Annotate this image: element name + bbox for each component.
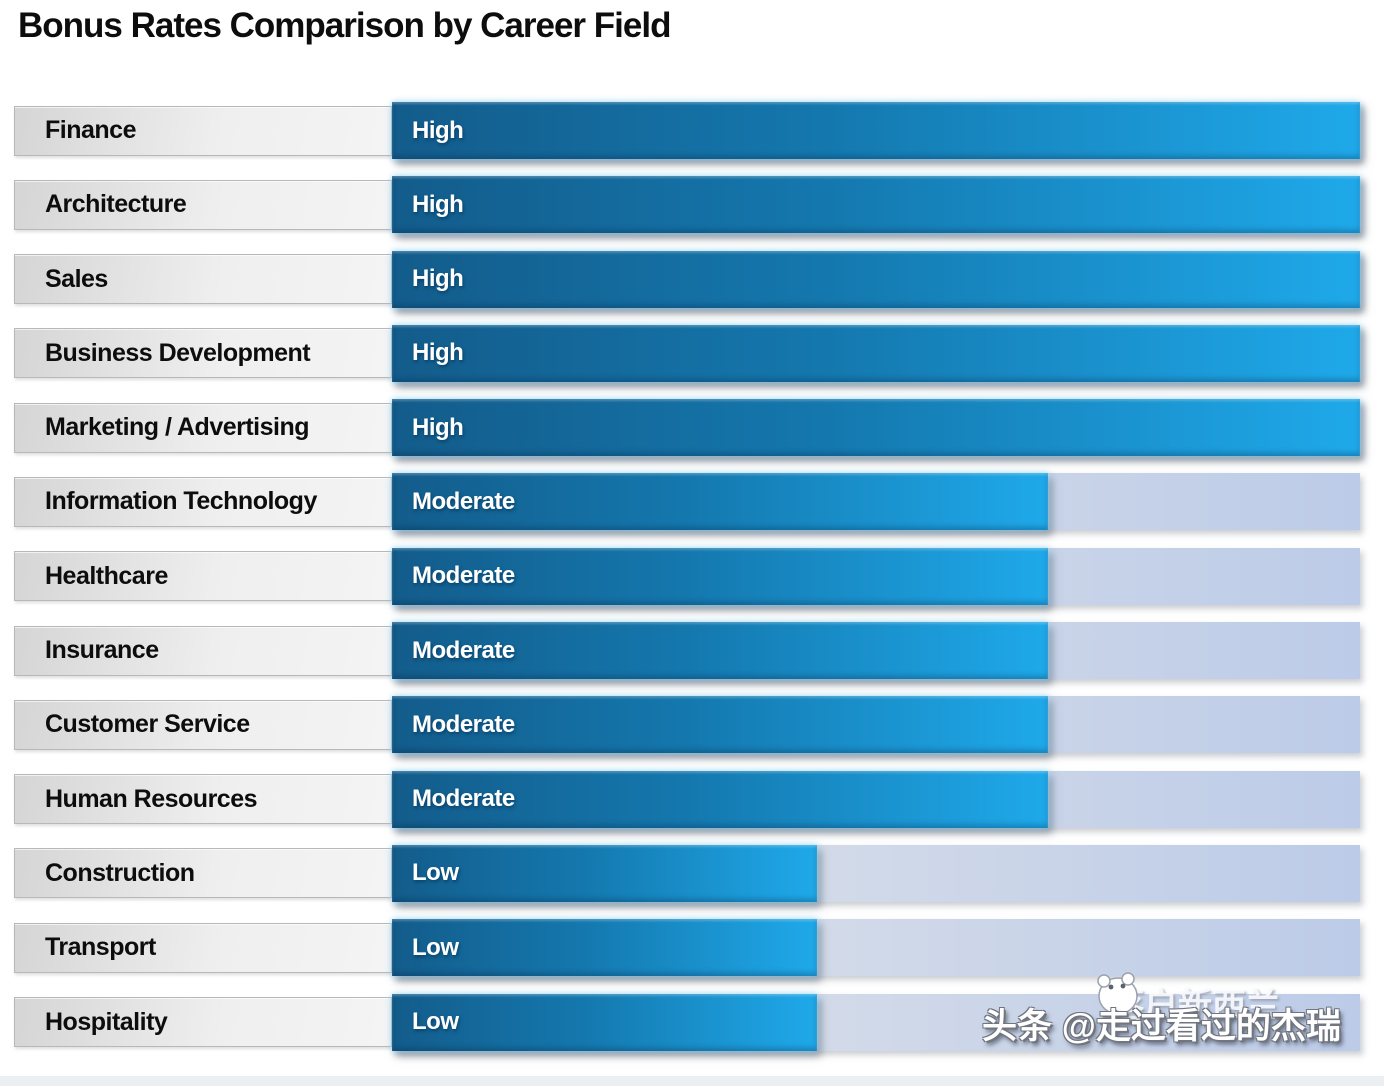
chart-row: Information Technology Moderate bbox=[14, 473, 1360, 531]
bar-track: Moderate bbox=[392, 547, 1360, 605]
bar-fill: High bbox=[392, 250, 1360, 308]
page-title: Bonus Rates Comparison by Career Field bbox=[18, 6, 671, 45]
bar-fill: High bbox=[392, 399, 1360, 457]
chart-row: Healthcare Moderate bbox=[14, 547, 1360, 605]
bar-chart: Finance High Architecture High Sales Hig… bbox=[14, 102, 1360, 1068]
bar-fill: Low bbox=[392, 993, 817, 1051]
category-cell: Marketing / Advertising bbox=[14, 402, 392, 453]
bar-value-label: Moderate bbox=[412, 785, 515, 813]
bar-fill: High bbox=[392, 324, 1360, 382]
bar-value-label: Moderate bbox=[412, 710, 515, 738]
chart-row: Transport Low bbox=[14, 919, 1360, 977]
bar-fill: Moderate bbox=[392, 547, 1049, 605]
chart-row: Insurance Moderate bbox=[14, 622, 1360, 680]
category-label: Hospitality bbox=[45, 1007, 168, 1036]
category-cell: Healthcare bbox=[14, 551, 392, 602]
bar-track: High bbox=[392, 324, 1360, 382]
bar-value-label: Moderate bbox=[412, 487, 515, 515]
category-cell: Hospitality bbox=[14, 997, 392, 1048]
category-cell: Construction bbox=[14, 848, 392, 899]
bar-value-label: High bbox=[412, 265, 464, 293]
category-label: Construction bbox=[45, 858, 195, 887]
bar-fill: Low bbox=[392, 844, 817, 902]
chart-row: Human Resources Moderate bbox=[14, 770, 1360, 828]
bar-fill: High bbox=[392, 176, 1360, 234]
bar-track: Moderate bbox=[392, 622, 1360, 680]
bar-track: Low bbox=[392, 919, 1360, 977]
bar-fill: Moderate bbox=[392, 622, 1049, 680]
bar-value-label: Low bbox=[412, 1008, 459, 1036]
category-label: Marketing / Advertising bbox=[45, 413, 310, 442]
bar-track: Moderate bbox=[392, 473, 1360, 531]
bar-track: High bbox=[392, 399, 1360, 457]
bar-track: High bbox=[392, 250, 1360, 308]
category-label: Customer Service bbox=[45, 710, 250, 739]
bar-value-label: Moderate bbox=[412, 562, 515, 590]
category-cell: Business Development bbox=[14, 328, 392, 379]
bar-value-label: High bbox=[412, 190, 464, 218]
category-cell: Insurance bbox=[14, 625, 392, 676]
bar-fill: Moderate bbox=[392, 473, 1049, 531]
bar-value-label: High bbox=[412, 413, 464, 441]
chart-row: Customer Service Moderate bbox=[14, 696, 1360, 754]
bar-fill: Moderate bbox=[392, 696, 1049, 754]
category-cell: Sales bbox=[14, 254, 392, 305]
category-cell: Human Resources bbox=[14, 774, 392, 825]
page-bottom-edge bbox=[0, 1076, 1384, 1086]
bar-value-label: Low bbox=[412, 859, 459, 887]
bar-track: Moderate bbox=[392, 770, 1360, 828]
bar-track: Low bbox=[392, 993, 1360, 1051]
category-cell: Customer Service bbox=[14, 699, 392, 750]
category-cell: Architecture bbox=[14, 179, 392, 230]
category-label: Healthcare bbox=[45, 561, 168, 590]
bar-fill: High bbox=[392, 102, 1360, 159]
category-label: Information Technology bbox=[45, 487, 317, 516]
chart-row: Construction Low bbox=[14, 844, 1360, 902]
bar-value-label: High bbox=[412, 339, 464, 367]
category-cell: Transport bbox=[14, 922, 392, 973]
bar-track: Low bbox=[392, 844, 1360, 902]
bar-value-label: Moderate bbox=[412, 636, 515, 664]
chart-row: Architecture High bbox=[14, 176, 1360, 234]
bar-track: Moderate bbox=[392, 696, 1360, 754]
chart-row: Finance High bbox=[14, 102, 1360, 159]
category-label: Business Development bbox=[45, 338, 311, 367]
category-label: Transport bbox=[45, 933, 156, 962]
category-label: Finance bbox=[45, 116, 136, 144]
chart-row: Sales High bbox=[14, 250, 1360, 308]
category-label: Sales bbox=[45, 264, 108, 293]
bar-fill: Low bbox=[392, 919, 817, 977]
bar-value-label: Low bbox=[412, 933, 459, 961]
chart-row: Hospitality Low bbox=[14, 993, 1360, 1051]
bar-track: High bbox=[392, 102, 1360, 159]
category-label: Insurance bbox=[45, 636, 159, 665]
category-cell: Information Technology bbox=[14, 476, 392, 527]
bar-fill: Moderate bbox=[392, 770, 1049, 828]
category-cell: Finance bbox=[14, 105, 392, 156]
chart-row: Business Development High bbox=[14, 324, 1360, 382]
chart-row: Marketing / Advertising High bbox=[14, 399, 1360, 457]
bar-value-label: High bbox=[412, 116, 464, 144]
category-label: Human Resources bbox=[45, 784, 258, 813]
category-label: Architecture bbox=[45, 190, 187, 219]
bar-track: High bbox=[392, 176, 1360, 234]
